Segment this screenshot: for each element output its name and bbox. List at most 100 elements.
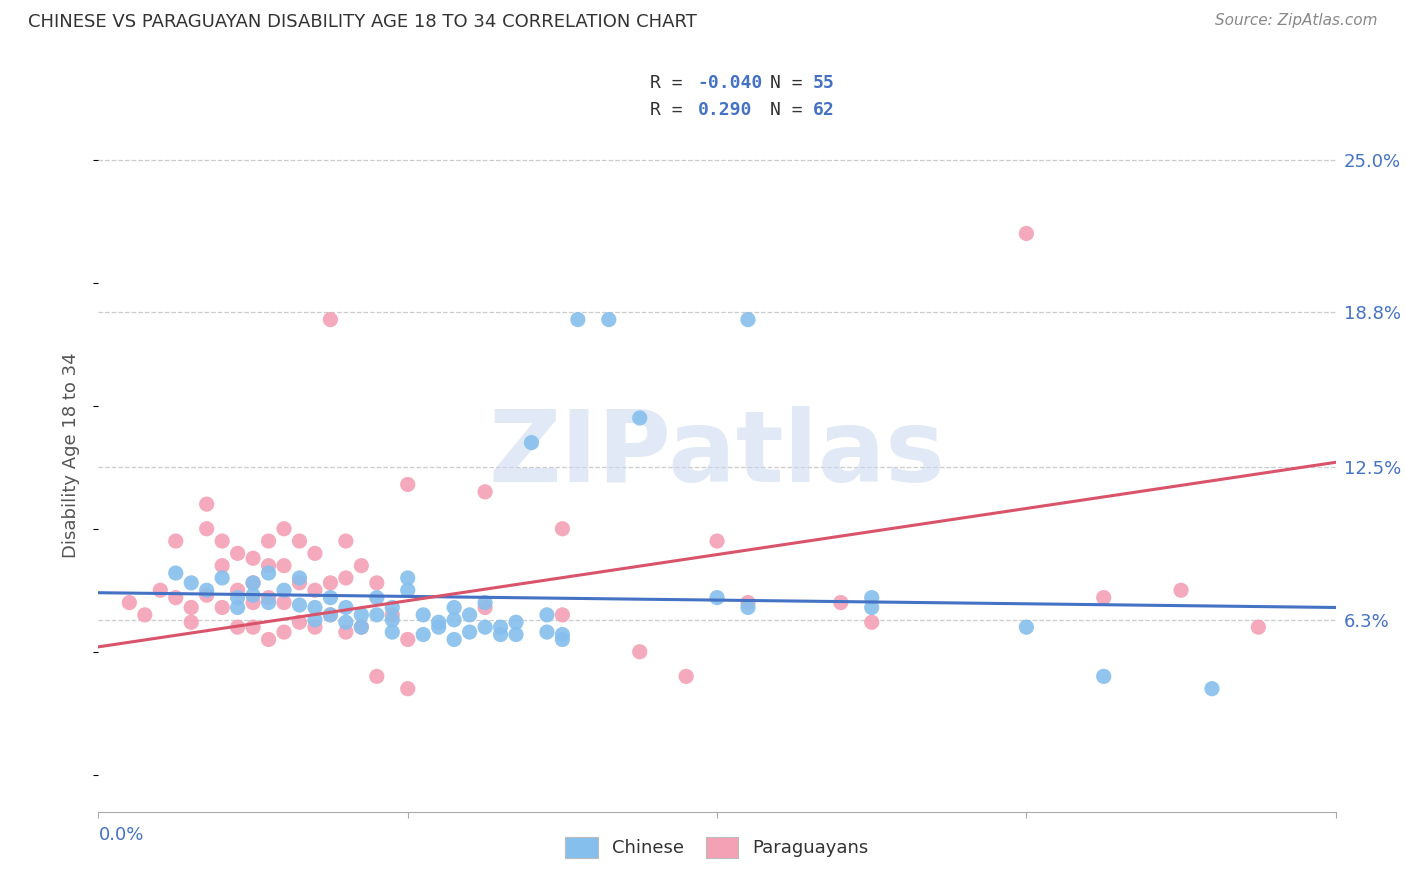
Point — [474, 484, 496, 499]
Point — [628, 411, 651, 425]
Point — [257, 591, 280, 605]
Point — [737, 596, 759, 610]
Point — [1247, 620, 1270, 634]
Point — [1015, 620, 1038, 634]
Point — [474, 620, 496, 634]
Point — [350, 620, 373, 634]
Text: N =: N = — [770, 74, 814, 92]
Point — [706, 534, 728, 549]
Point — [211, 558, 233, 573]
Point — [335, 600, 357, 615]
Point — [304, 546, 326, 560]
Point — [335, 625, 357, 640]
Point — [675, 669, 697, 683]
Point — [536, 625, 558, 640]
Point — [304, 583, 326, 598]
Point — [118, 596, 141, 610]
Point — [273, 522, 295, 536]
Point — [474, 596, 496, 610]
Point — [288, 615, 311, 630]
Point — [273, 596, 295, 610]
Point — [242, 620, 264, 634]
Point — [860, 591, 883, 605]
Point — [165, 566, 187, 580]
Point — [257, 534, 280, 549]
Point — [257, 632, 280, 647]
Point — [319, 312, 342, 326]
Text: R =: R = — [650, 101, 704, 119]
Text: N =: N = — [770, 101, 814, 119]
Point — [304, 613, 326, 627]
Point — [242, 575, 264, 590]
Point — [489, 620, 512, 634]
Text: -0.040: -0.040 — [697, 74, 762, 92]
Point — [180, 600, 202, 615]
Point — [381, 607, 404, 622]
Point — [396, 681, 419, 696]
Point — [412, 627, 434, 641]
Text: 62: 62 — [813, 101, 834, 119]
Point — [195, 522, 218, 536]
Point — [396, 571, 419, 585]
Point — [288, 571, 311, 585]
Point — [458, 607, 481, 622]
Point — [242, 575, 264, 590]
Point — [226, 583, 249, 598]
Point — [366, 607, 388, 622]
Point — [551, 627, 574, 641]
Point — [1092, 669, 1115, 683]
Point — [474, 600, 496, 615]
Point — [551, 522, 574, 536]
Point — [288, 534, 311, 549]
Point — [598, 312, 620, 326]
Point — [304, 620, 326, 634]
Point — [195, 583, 218, 598]
Point — [458, 625, 481, 640]
Text: 55: 55 — [813, 74, 834, 92]
Point — [165, 591, 187, 605]
Point — [165, 534, 187, 549]
Point — [737, 312, 759, 326]
Point — [273, 583, 295, 598]
Point — [366, 669, 388, 683]
Point — [381, 625, 404, 640]
Point — [505, 615, 527, 630]
Point — [226, 600, 249, 615]
Point — [381, 600, 404, 615]
Text: R =: R = — [650, 74, 693, 92]
Point — [443, 632, 465, 647]
Point — [195, 588, 218, 602]
Point — [396, 583, 419, 598]
Point — [304, 600, 326, 615]
Point — [1092, 591, 1115, 605]
Point — [366, 575, 388, 590]
Point — [427, 620, 450, 634]
Point — [226, 591, 249, 605]
Point — [273, 625, 295, 640]
Point — [396, 477, 419, 491]
Point — [180, 615, 202, 630]
Point — [520, 435, 543, 450]
Point — [396, 632, 419, 647]
Point — [335, 534, 357, 549]
Point — [427, 615, 450, 630]
Point — [381, 613, 404, 627]
Point — [830, 596, 852, 610]
Point — [737, 600, 759, 615]
Y-axis label: Disability Age 18 to 34: Disability Age 18 to 34 — [62, 352, 80, 558]
Point — [242, 596, 264, 610]
Point — [211, 571, 233, 585]
Point — [412, 607, 434, 622]
Point — [567, 312, 589, 326]
Point — [242, 551, 264, 566]
Point — [257, 558, 280, 573]
Point — [1201, 681, 1223, 696]
Point — [1170, 583, 1192, 598]
Point — [211, 534, 233, 549]
Point — [489, 627, 512, 641]
Point — [319, 607, 342, 622]
Point — [226, 546, 249, 560]
Point — [134, 607, 156, 622]
Point — [350, 607, 373, 622]
Point — [273, 558, 295, 573]
